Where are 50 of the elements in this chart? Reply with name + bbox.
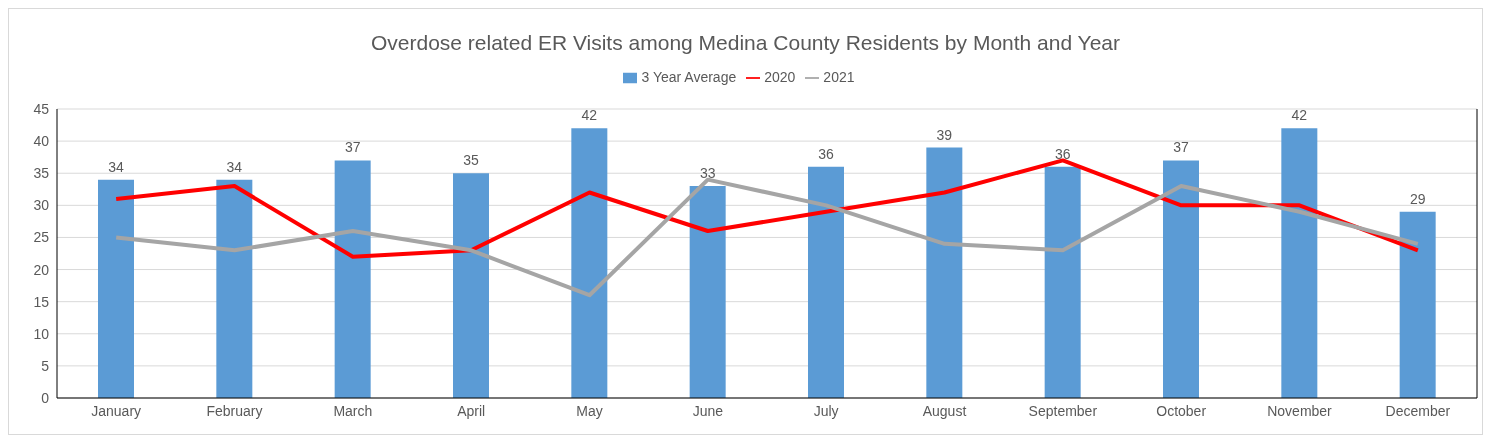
bar — [98, 179, 134, 398]
bar — [1163, 160, 1199, 398]
x-tick-label: May — [576, 402, 603, 419]
y-tick-label: 20 — [33, 261, 50, 278]
bar — [571, 128, 608, 398]
data-label: 42 — [1291, 107, 1308, 124]
y-tick-label: 45 — [33, 100, 50, 117]
bar — [689, 186, 726, 398]
y-tick-label: 10 — [33, 325, 50, 342]
y-tick-label: 0 — [41, 389, 50, 406]
bar — [334, 160, 371, 398]
data-label: 42 — [581, 107, 598, 124]
x-tick-label: October — [1156, 402, 1207, 419]
y-tick-label: 35 — [33, 165, 50, 182]
x-tick-label: August — [922, 402, 967, 419]
legend-label: 2021 — [823, 69, 855, 85]
data-label: 39 — [936, 126, 953, 143]
y-tick-label: 40 — [33, 133, 50, 150]
data-label: 35 — [463, 152, 479, 169]
x-tick-label: November — [1267, 402, 1333, 419]
data-label: 36 — [1054, 145, 1071, 162]
data-label: 33 — [699, 165, 716, 182]
x-tick-label: July — [813, 402, 839, 419]
x-tick-label: April — [457, 402, 486, 419]
bar — [1044, 166, 1081, 398]
data-label: 34 — [226, 158, 243, 175]
data-label: 36 — [818, 145, 834, 162]
bar — [808, 166, 844, 398]
x-tick-label: September — [1028, 402, 1098, 419]
x-tick-label: June — [692, 402, 724, 419]
chart-title: Overdose related ER Visits among Medina County Residents by Month and Year — [369, 31, 1121, 56]
bar — [1281, 128, 1318, 398]
legend-label: 3 Year Average — [641, 69, 737, 85]
bar — [926, 147, 963, 398]
y-tick-label: 25 — [33, 229, 50, 246]
x-tick-label: February — [206, 402, 263, 419]
bar — [216, 179, 253, 398]
data-label: 37 — [1173, 139, 1189, 156]
y-tick-label: 30 — [33, 197, 50, 214]
y-tick-label: 15 — [33, 293, 50, 310]
data-label: 37 — [344, 139, 361, 156]
y-tick-label: 5 — [41, 357, 50, 374]
data-label: 34 — [108, 158, 124, 175]
bar — [1399, 211, 1436, 398]
x-tick-label: March — [333, 402, 373, 419]
legend-label: 2020 — [764, 69, 796, 85]
data-label: 29 — [1409, 190, 1426, 207]
x-tick-label: December — [1385, 402, 1451, 419]
x-tick-label: January — [91, 402, 142, 419]
bar — [453, 173, 489, 398]
